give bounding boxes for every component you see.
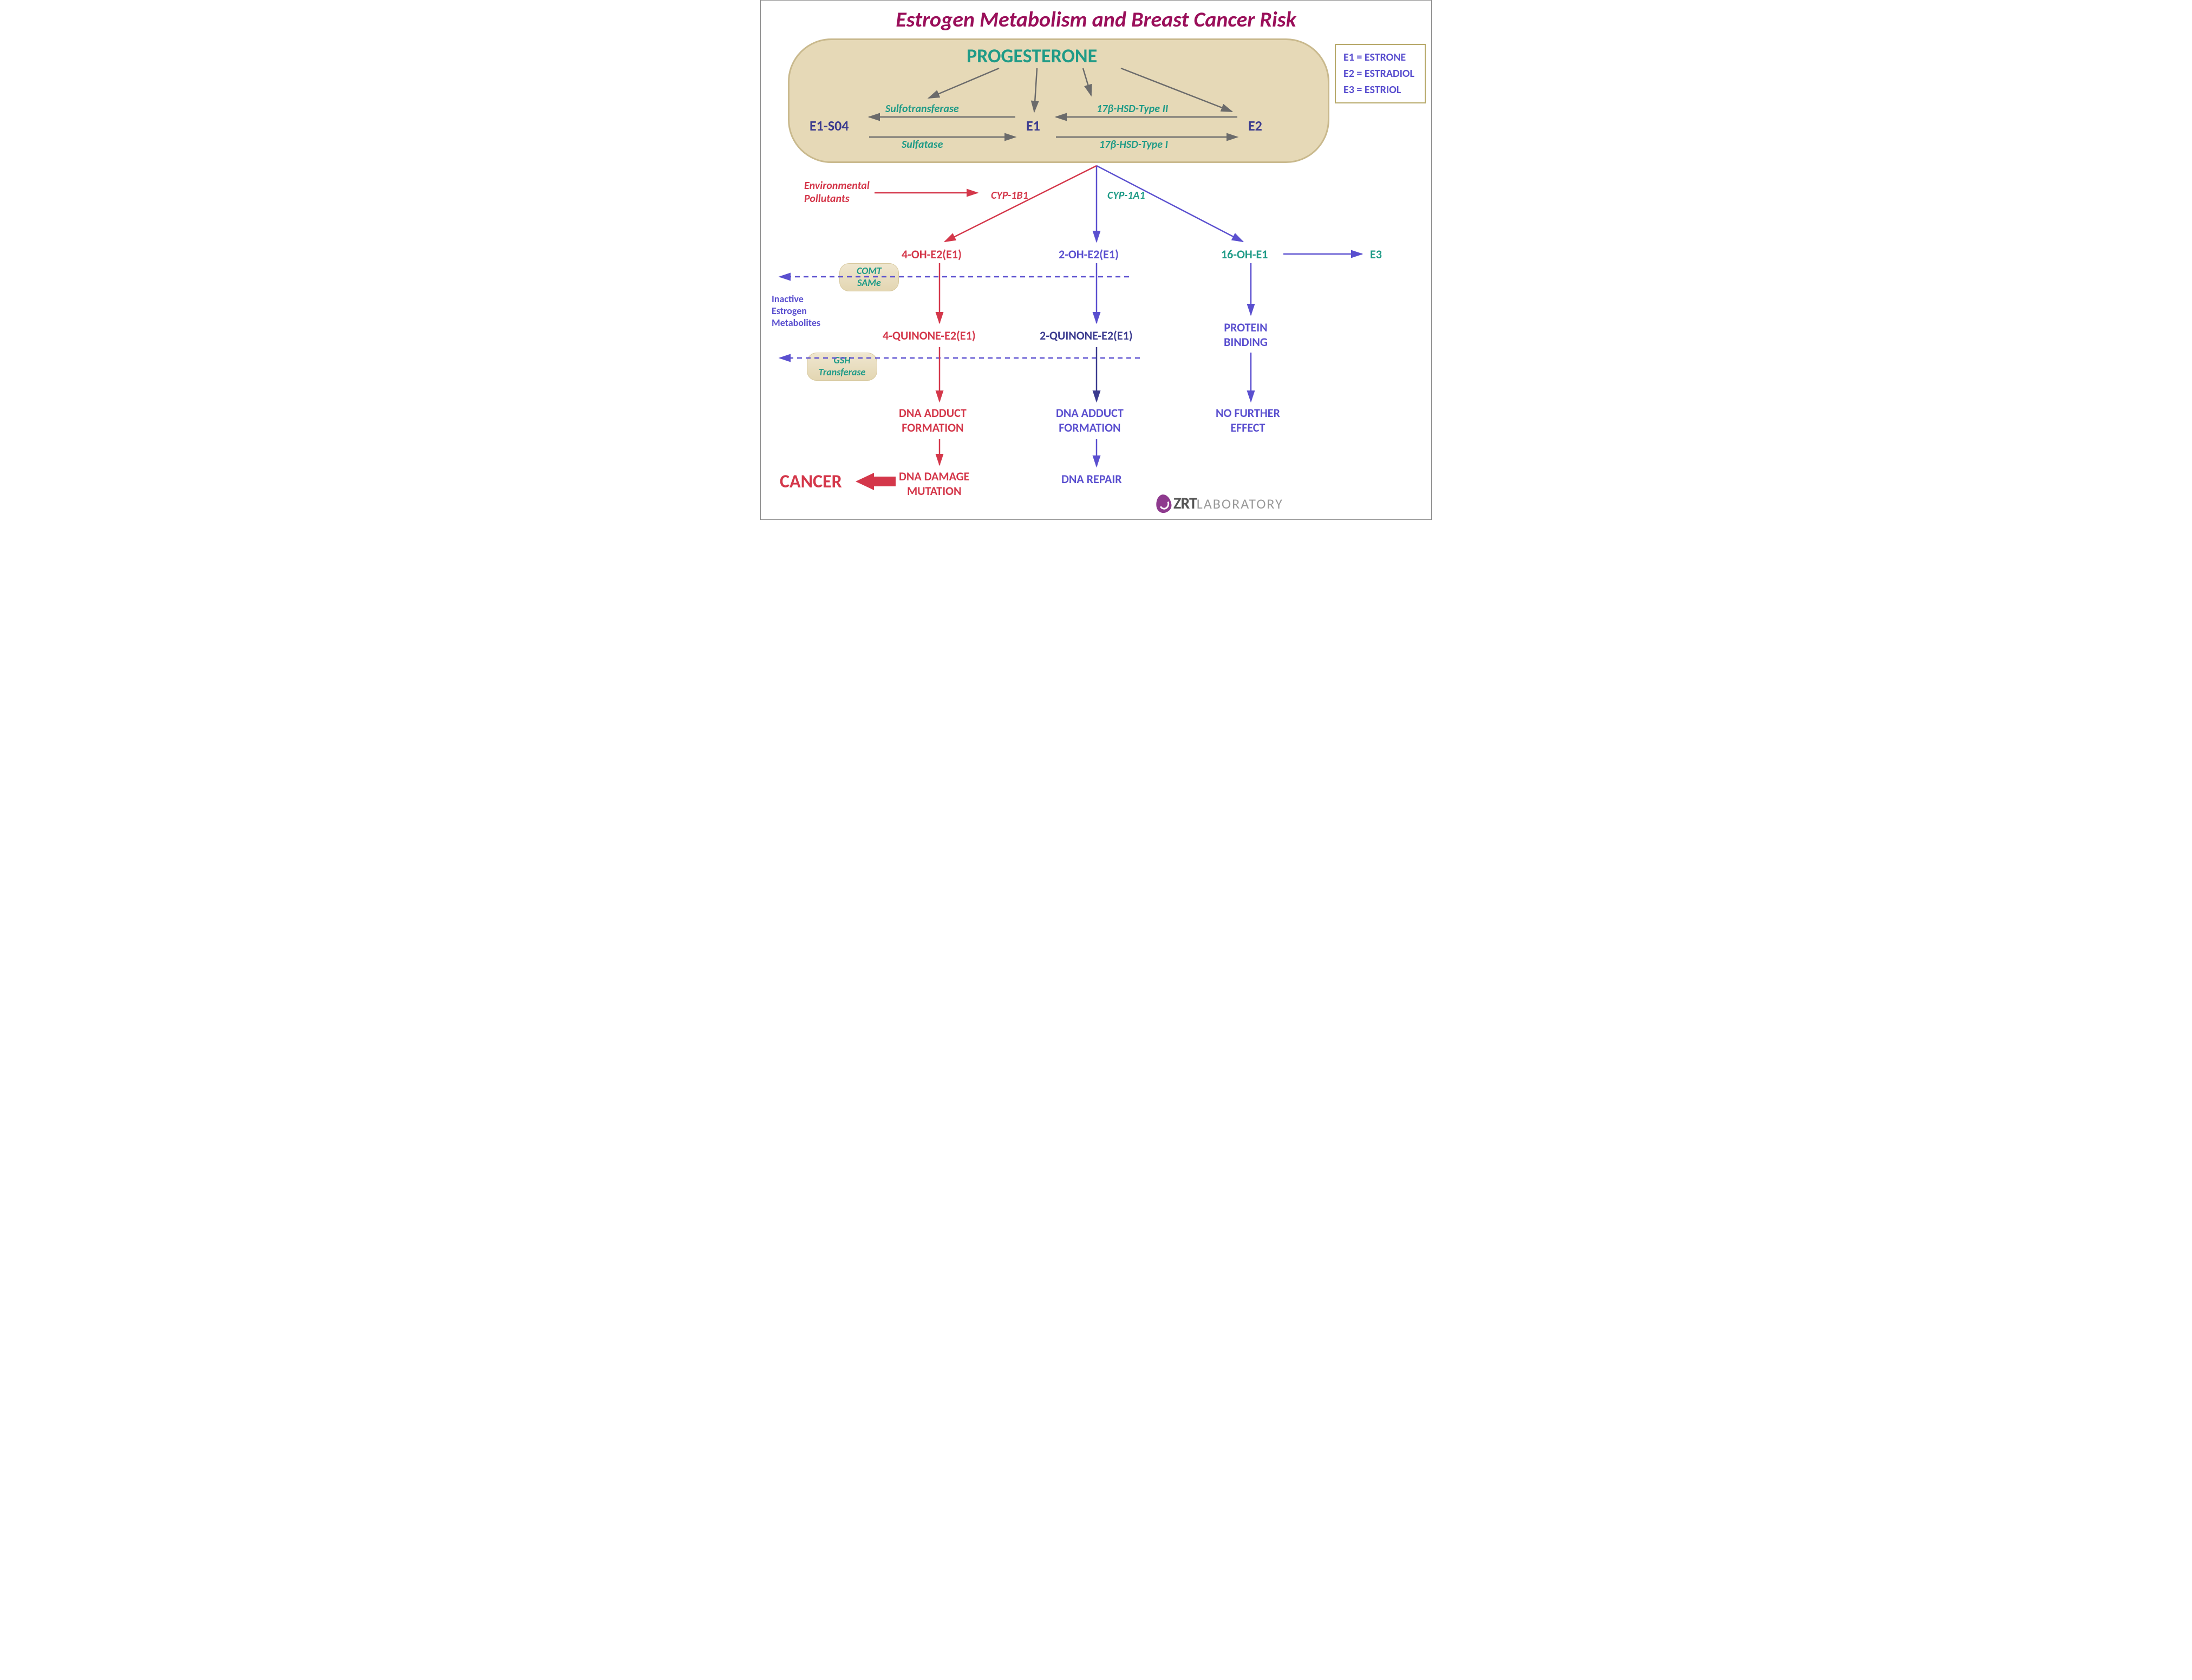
node-e1: E1 (1026, 117, 1040, 134)
enzyme-cyp1a1: CYP-1A1 (1107, 189, 1145, 202)
node-e2: E2 (1248, 117, 1262, 134)
node-16oh: 16-OH-E1 (1221, 247, 1268, 262)
node-4oh: 4-OH-E2(E1) (902, 247, 962, 262)
diagram-title: Estrogen Metabolism and Breast Cancer Ri… (761, 6, 1431, 32)
enzyme-gsh: GSH Transferase (807, 353, 877, 381)
node-e3: E3 (1370, 247, 1382, 262)
node-e1so4: E1-S04 (810, 117, 849, 134)
zrt-logo: ZRT LABORATORY (1156, 493, 1283, 513)
node-dna-repair: DNA REPAIR (1061, 472, 1122, 486)
node-protein-binding: PROTEIN BINDING (1224, 320, 1268, 349)
node-dna-adduct-blue: DNA ADDUCT FORMATION (1056, 406, 1124, 435)
enzyme-sulfatase: Sulfatase (902, 138, 943, 151)
legend-box: E1 = ESTRONE E2 = ESTRADIOL E3 = ESTRIOL (1335, 44, 1426, 103)
node-cancer: CANCER (780, 471, 842, 493)
legend-e2: E2 = ESTRADIOL (1343, 66, 1417, 82)
logo-drop-icon (1155, 493, 1172, 514)
node-4quinone: 4-QUINONE-E2(E1) (883, 328, 976, 343)
label-inactive-metabolites: Inactive Estrogen Metabolites (772, 293, 820, 329)
logo-lab-text: LABORATORY (1197, 495, 1283, 512)
node-progesterone: PROGESTERONE (967, 44, 1097, 68)
enzyme-hsd1: 17β-HSD-Type I (1099, 138, 1168, 151)
node-no-effect: NO FURTHER EFFECT (1216, 406, 1280, 435)
node-2quinone: 2-QUINONE-E2(E1) (1040, 328, 1133, 343)
logo-zrt-text: ZRT (1173, 493, 1197, 513)
cancer-arrow-icon (856, 473, 874, 490)
diagram-canvas: Estrogen Metabolism and Breast Cancer Ri… (760, 0, 1432, 520)
node-2oh: 2-OH-E2(E1) (1059, 247, 1119, 262)
enzyme-cyp1b1: CYP-1B1 (991, 189, 1028, 202)
node-dna-adduct-red: DNA ADDUCT FORMATION (899, 406, 967, 435)
node-dna-damage: DNA DAMAGE MUTATION (899, 469, 969, 498)
legend-e1: E1 = ESTRONE (1343, 49, 1417, 66)
enzyme-comt: COMT SAMe (839, 263, 899, 291)
enzyme-hsd2: 17β-HSD-Type II (1097, 102, 1168, 115)
label-env-pollutants: Environmental Pollutants (804, 179, 870, 205)
enzyme-sulfotransferase: Sulfotransferase (885, 102, 959, 115)
legend-e3: E3 = ESTRIOL (1343, 82, 1417, 98)
